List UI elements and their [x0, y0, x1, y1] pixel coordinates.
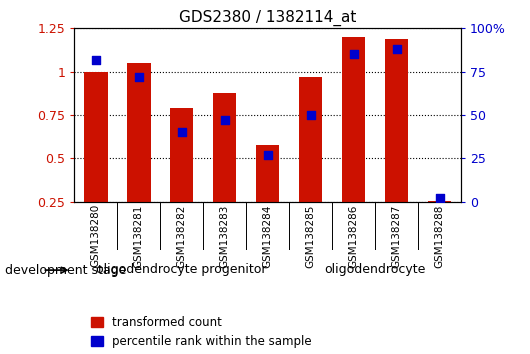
- Bar: [385, 39, 409, 202]
- Bar: [127, 63, 151, 202]
- Bar: [256, 144, 279, 202]
- Text: GSM138283: GSM138283: [219, 204, 229, 268]
- Point: [135, 74, 143, 80]
- Bar: [84, 72, 108, 202]
- Bar: [170, 108, 193, 202]
- Bar: [342, 37, 366, 202]
- Text: development stage: development stage: [5, 264, 127, 276]
- Bar: [428, 201, 452, 202]
- Point: [263, 152, 272, 158]
- Text: GSM138281: GSM138281: [134, 204, 144, 268]
- Text: GSM138284: GSM138284: [263, 204, 272, 268]
- Text: GSM138288: GSM138288: [435, 204, 445, 268]
- Point: [392, 46, 401, 52]
- Text: GSM138286: GSM138286: [349, 204, 359, 268]
- Legend: transformed count, percentile rank within the sample: transformed count, percentile rank withi…: [91, 316, 312, 348]
- Title: GDS2380 / 1382114_at: GDS2380 / 1382114_at: [179, 9, 356, 25]
- Text: oligodendrocyte progenitor: oligodendrocyte progenitor: [96, 263, 267, 276]
- Text: GSM138285: GSM138285: [306, 204, 316, 268]
- Point: [435, 195, 444, 201]
- Point: [220, 118, 229, 123]
- Point: [178, 130, 186, 135]
- Text: GSM138282: GSM138282: [176, 204, 187, 268]
- Text: GSM138287: GSM138287: [392, 204, 402, 268]
- Point: [92, 57, 100, 62]
- Point: [349, 52, 358, 57]
- Point: [306, 112, 315, 118]
- Bar: [299, 77, 322, 202]
- Bar: [213, 92, 236, 202]
- Text: oligodendrocyte: oligodendrocyte: [324, 263, 426, 276]
- Text: GSM138280: GSM138280: [91, 204, 101, 267]
